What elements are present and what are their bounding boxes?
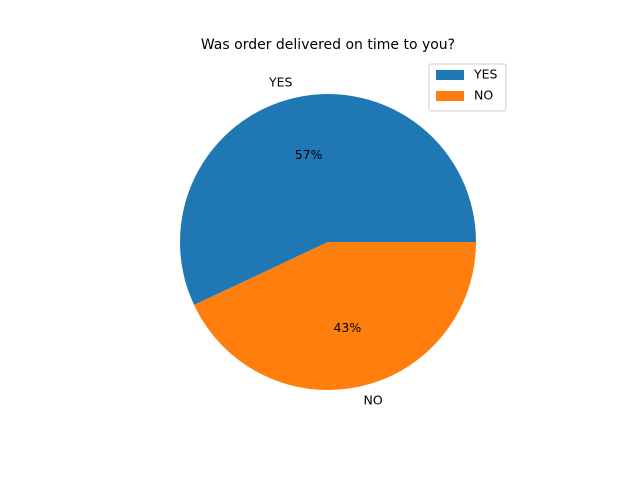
legend-swatch-no (436, 91, 464, 101)
pie-slice-no (194, 242, 476, 390)
pie-slice-yes (180, 94, 477, 306)
slice-label-yes: YES (268, 75, 293, 90)
legend-label-no: NO (474, 88, 493, 103)
slice-percent-no: 43% (333, 320, 361, 335)
slice-label-no: NO (364, 392, 383, 407)
chart-title: Was order delivered on time to you? (201, 37, 455, 53)
slice-percent-yes: 57% (295, 147, 323, 162)
pie-labels: YES 57% NO 43% (268, 75, 383, 408)
legend-swatch-yes (436, 70, 464, 80)
legend: YES NO (428, 63, 507, 112)
legend-label-yes: YES (473, 67, 498, 82)
pie-slices (180, 94, 477, 390)
